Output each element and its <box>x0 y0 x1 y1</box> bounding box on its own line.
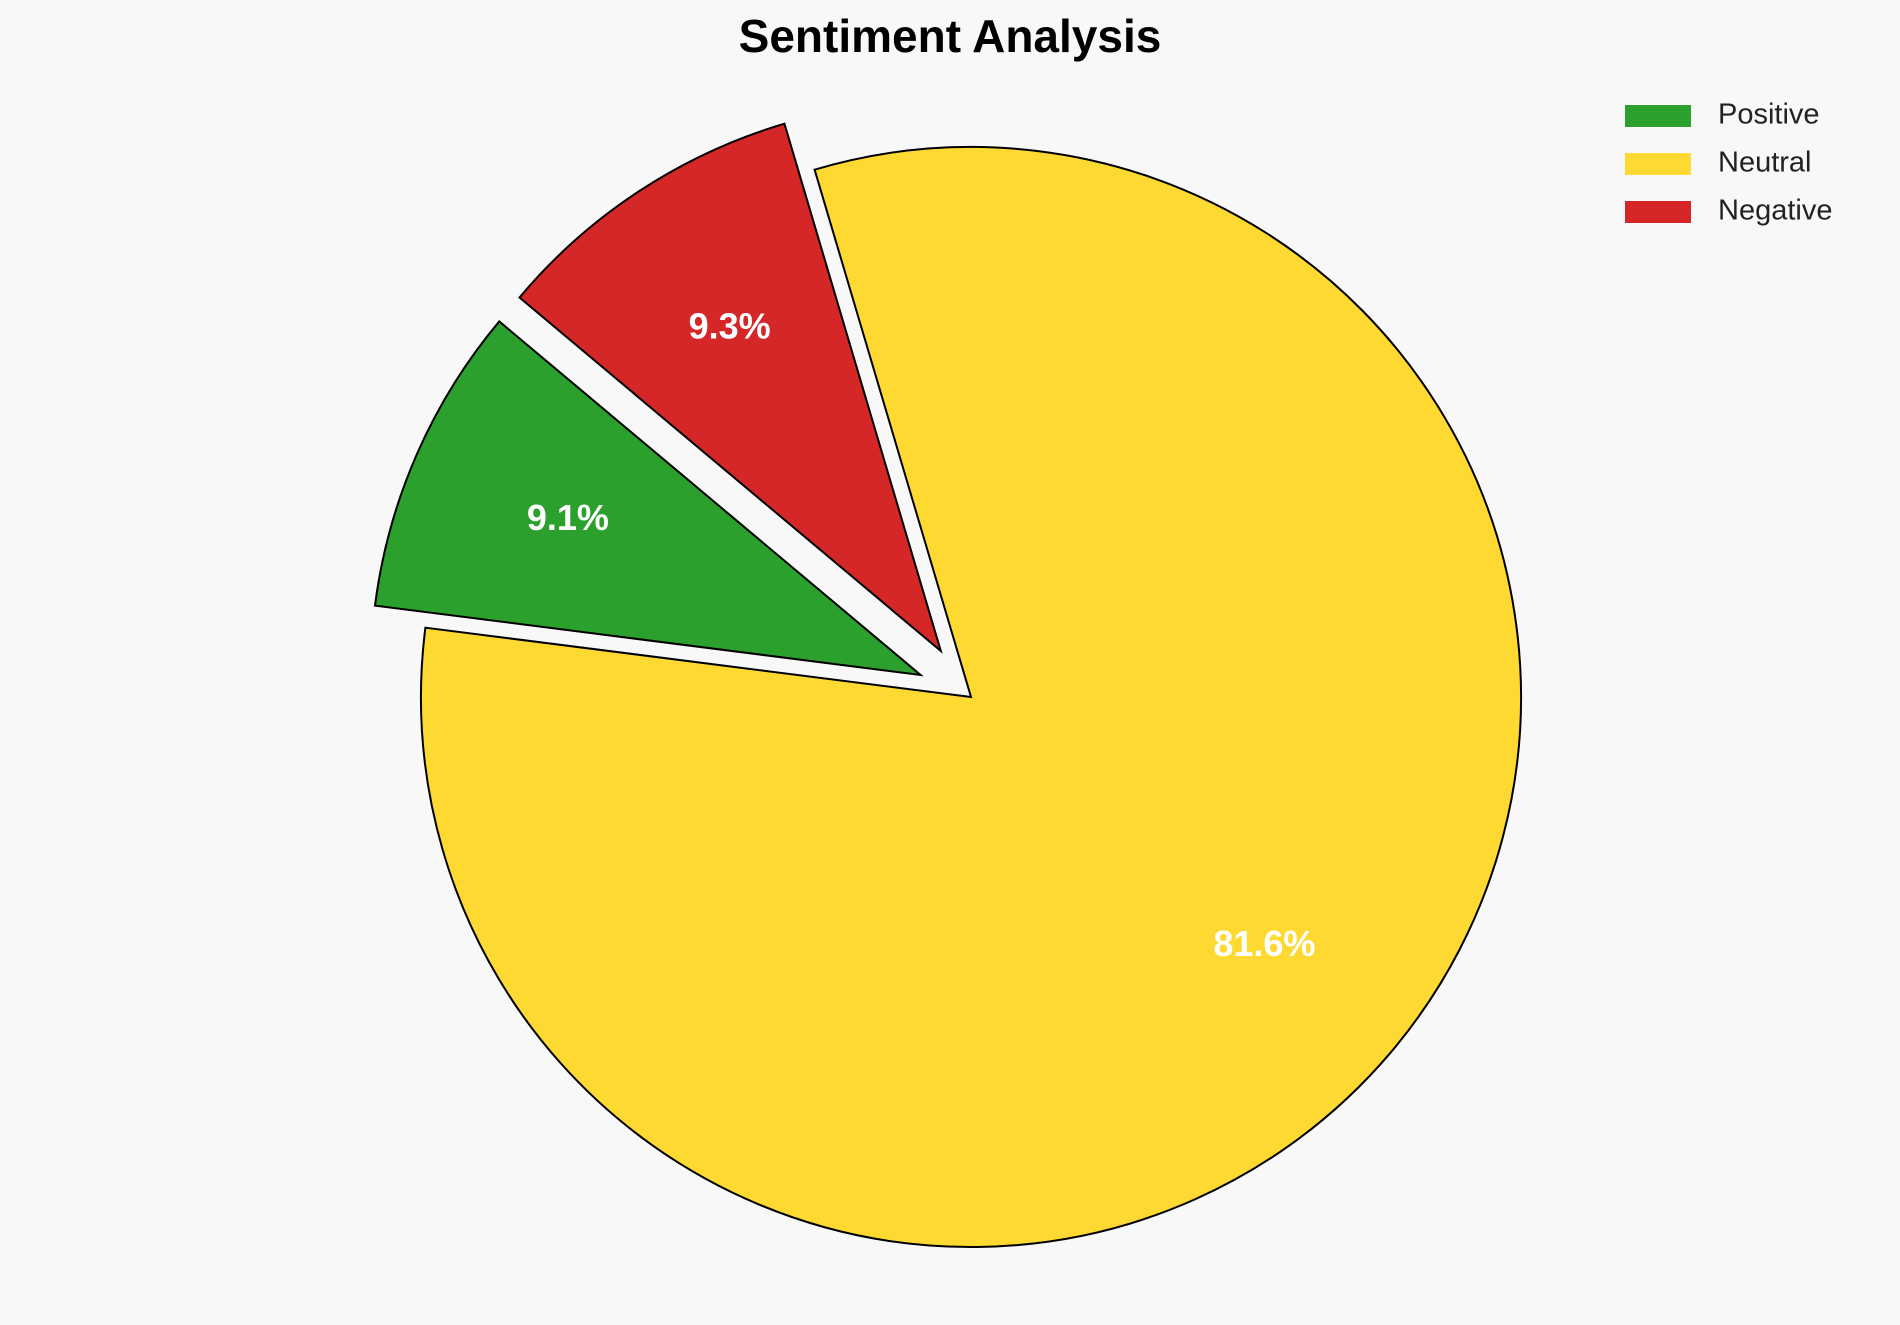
chart-title: Sentiment Analysis <box>739 10 1162 62</box>
slice-label: 9.1% <box>527 497 609 538</box>
legend-swatch <box>1625 201 1691 223</box>
legend-swatch <box>1625 153 1691 175</box>
legend-label: Negative <box>1718 195 1832 227</box>
slice-label: 9.3% <box>689 306 771 347</box>
pie-slice <box>518 122 943 654</box>
legend-swatch <box>1625 105 1691 127</box>
legend-label: Neutral <box>1718 147 1812 179</box>
legend-label: Positive <box>1718 99 1820 131</box>
slice-label: 81.6% <box>1213 923 1315 964</box>
pie-slice <box>420 146 1522 1249</box>
pie-slice <box>373 320 924 677</box>
